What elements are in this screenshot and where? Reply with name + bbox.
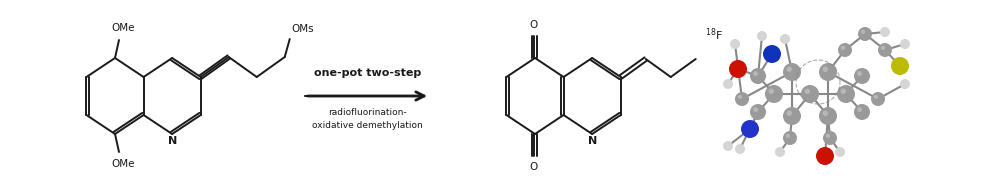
Text: N: N	[588, 136, 597, 146]
Circle shape	[823, 131, 837, 145]
Circle shape	[753, 71, 758, 76]
Text: one-pot two-step: one-pot two-step	[314, 68, 421, 78]
Circle shape	[769, 89, 774, 94]
Circle shape	[878, 43, 892, 57]
Circle shape	[857, 107, 862, 112]
Circle shape	[880, 27, 890, 37]
Circle shape	[763, 45, 781, 63]
Circle shape	[805, 89, 810, 94]
Text: radiofluorination-
oxidative demethylation: radiofluorination- oxidative demethylati…	[313, 108, 423, 129]
Circle shape	[730, 39, 740, 49]
Circle shape	[775, 147, 785, 157]
Circle shape	[750, 68, 766, 84]
Circle shape	[735, 92, 749, 106]
Circle shape	[757, 31, 767, 41]
Circle shape	[785, 134, 790, 138]
Circle shape	[819, 107, 837, 125]
Circle shape	[881, 46, 885, 50]
Circle shape	[816, 147, 834, 165]
Circle shape	[786, 111, 792, 116]
Circle shape	[900, 39, 910, 49]
Circle shape	[840, 46, 845, 50]
Circle shape	[854, 68, 870, 84]
Circle shape	[891, 57, 909, 75]
Circle shape	[826, 134, 830, 138]
Text: $^{18}$F: $^{18}$F	[705, 27, 723, 43]
Text: O: O	[530, 162, 538, 172]
Circle shape	[837, 85, 855, 103]
Circle shape	[741, 120, 759, 138]
Circle shape	[840, 89, 846, 94]
Text: O: O	[530, 20, 538, 30]
Circle shape	[857, 71, 862, 76]
Circle shape	[723, 79, 733, 89]
Circle shape	[738, 95, 742, 99]
Circle shape	[780, 34, 790, 44]
Circle shape	[801, 85, 819, 103]
Circle shape	[786, 67, 792, 72]
Circle shape	[854, 104, 870, 120]
Circle shape	[858, 27, 872, 41]
Text: N: N	[167, 136, 177, 146]
Circle shape	[874, 95, 878, 99]
Circle shape	[823, 67, 828, 72]
Circle shape	[900, 79, 910, 89]
Circle shape	[783, 63, 801, 81]
Circle shape	[765, 85, 783, 103]
Circle shape	[871, 92, 885, 106]
Circle shape	[861, 30, 865, 34]
Circle shape	[750, 104, 766, 120]
Circle shape	[819, 63, 837, 81]
Circle shape	[823, 111, 828, 116]
Circle shape	[783, 131, 797, 145]
Circle shape	[723, 141, 733, 151]
Text: OMs: OMs	[291, 24, 314, 34]
Circle shape	[753, 107, 758, 112]
Circle shape	[835, 147, 845, 157]
Text: OMe: OMe	[111, 23, 135, 33]
Circle shape	[783, 107, 801, 125]
Circle shape	[729, 60, 747, 78]
Circle shape	[735, 144, 745, 154]
Circle shape	[838, 43, 852, 57]
Text: OMe: OMe	[111, 159, 135, 169]
